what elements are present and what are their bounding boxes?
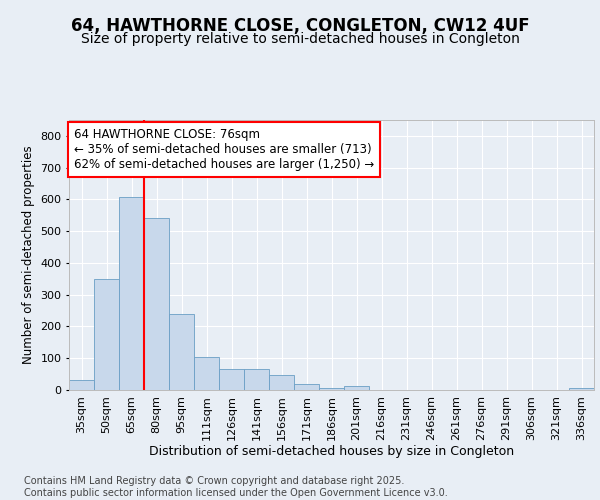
- Text: 64 HAWTHORNE CLOSE: 76sqm
← 35% of semi-detached houses are smaller (713)
62% of: 64 HAWTHORNE CLOSE: 76sqm ← 35% of semi-…: [74, 128, 374, 171]
- Bar: [319, 388, 344, 390]
- Bar: [94, 279, 119, 390]
- Text: Size of property relative to semi-detached houses in Congleton: Size of property relative to semi-detach…: [80, 32, 520, 46]
- Bar: [169, 314, 194, 390]
- Bar: [144, 218, 169, 390]
- Bar: [69, 380, 94, 390]
- X-axis label: Distribution of semi-detached houses by size in Congleton: Distribution of semi-detached houses by …: [149, 446, 514, 458]
- Y-axis label: Number of semi-detached properties: Number of semi-detached properties: [22, 146, 35, 364]
- Bar: [244, 368, 269, 390]
- Bar: [569, 388, 594, 390]
- Bar: [119, 196, 144, 390]
- Bar: [219, 368, 244, 390]
- Text: 64, HAWTHORNE CLOSE, CONGLETON, CW12 4UF: 64, HAWTHORNE CLOSE, CONGLETON, CW12 4UF: [71, 18, 529, 36]
- Bar: [294, 384, 319, 390]
- Bar: [194, 358, 219, 390]
- Bar: [269, 375, 294, 390]
- Text: Contains HM Land Registry data © Crown copyright and database right 2025.
Contai: Contains HM Land Registry data © Crown c…: [24, 476, 448, 498]
- Bar: [344, 386, 369, 390]
